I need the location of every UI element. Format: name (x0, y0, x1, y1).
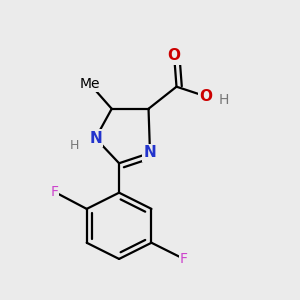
Text: O: O (168, 48, 181, 63)
Text: F: F (50, 185, 58, 199)
Text: Me: Me (80, 77, 100, 91)
Text: N: N (89, 131, 102, 146)
Text: O: O (200, 89, 212, 104)
Text: H: H (218, 93, 229, 107)
Text: N: N (144, 146, 156, 160)
Text: H: H (70, 139, 80, 152)
Text: F: F (180, 252, 188, 266)
